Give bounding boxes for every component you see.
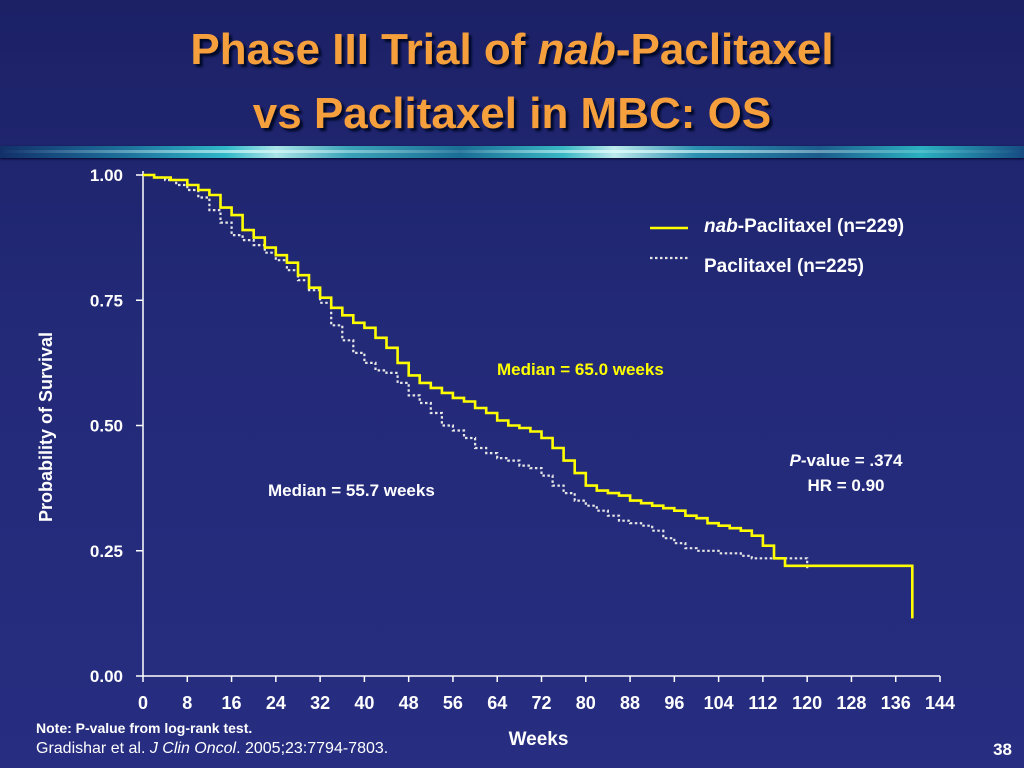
slide-title-line-2: vs Paclitaxel in MBC: OS: [252, 89, 772, 138]
x-tick-label: 0: [138, 693, 148, 713]
x-tick-label: 48: [399, 693, 419, 713]
title-italic-nab: nab: [537, 25, 616, 74]
x-tick-label: 104: [704, 693, 734, 713]
legend-label-paclitaxel: Paclitaxel (n=225): [704, 256, 864, 277]
x-tick-label: 8: [182, 693, 192, 713]
reference-citation: Gradishar et al. J Clin Oncol. 2005;23:7…: [36, 740, 389, 757]
y-tick-label: 1.00: [90, 166, 123, 185]
y-tick-label: 0.75: [90, 291, 123, 310]
x-tick-label: 88: [620, 693, 640, 713]
x-tick-label: 64: [487, 693, 507, 713]
y-axis-label: Probability of Survival: [36, 332, 56, 522]
footnote: Note: P-value from log-rank test.: [36, 720, 253, 736]
x-tick-label: 120: [792, 693, 822, 713]
annotation-pvalue: P-value = .374: [790, 451, 903, 470]
series-nab-paclitaxel-line: [143, 173, 914, 619]
title-divider-band: [0, 146, 1024, 158]
x-tick-label: 40: [354, 693, 374, 713]
x-tick-label: 24: [266, 693, 286, 713]
x-tick-label: 56: [443, 693, 463, 713]
y-tick-label: 0.00: [90, 667, 123, 686]
x-tick-label: 72: [531, 693, 551, 713]
series-paclitaxel-line: [143, 173, 809, 569]
legend-label-nab: nab-Paclitaxel (n=229): [704, 216, 904, 237]
y-tick-label: 0.25: [90, 542, 123, 561]
slide-title-line-1: Phase III Trial of nab-Paclitaxel: [190, 25, 834, 74]
annotation-median-nab: Median = 65.0 weeks: [497, 360, 664, 379]
x-axis-label: Weeks: [509, 729, 569, 750]
y-tick-label: 0.50: [90, 417, 123, 436]
x-tick-label: 136: [881, 693, 911, 713]
slide-number: 38: [993, 740, 1012, 759]
x-tick-label: 128: [836, 693, 866, 713]
x-tick-label: 16: [222, 693, 242, 713]
x-tick-label: 112: [748, 693, 777, 713]
x-tick-label: 80: [576, 693, 596, 713]
x-tick-label: 96: [664, 693, 684, 713]
annotation-hazard-ratio: HR = 0.90: [807, 476, 884, 495]
x-tick-label: 32: [310, 693, 330, 713]
annotation-median-paclitaxel: Median = 55.7 weeks: [268, 481, 435, 500]
x-tick-label: 144: [925, 693, 955, 713]
